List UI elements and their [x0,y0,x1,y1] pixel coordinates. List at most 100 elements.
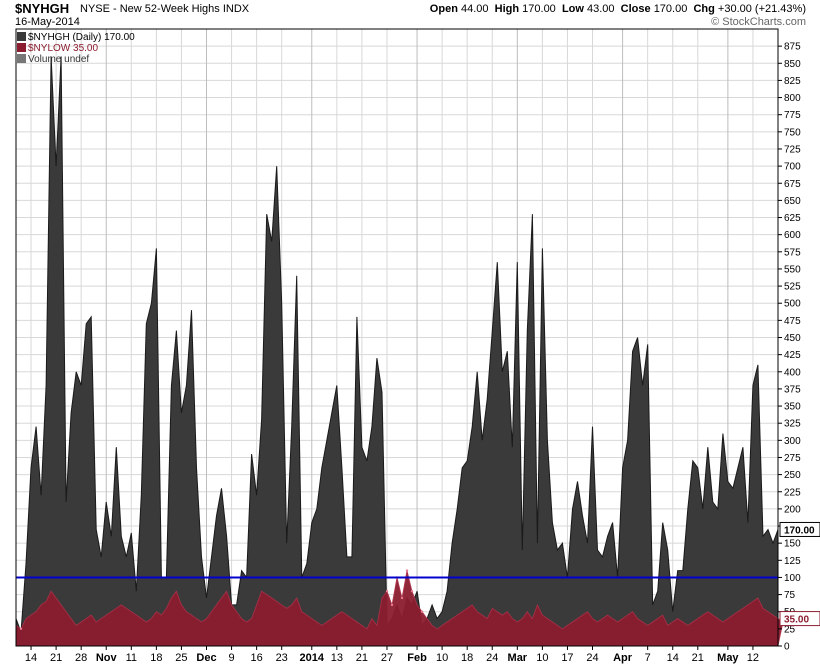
low-value: 43.00 [587,3,615,15]
y-tick-label: 350 [784,402,801,413]
y-tick-label: 300 [784,436,801,447]
nylow-above-point [410,589,414,593]
x-tick-label: 14 [25,652,37,664]
change-value: +30.00 (+21.43%) [717,3,806,15]
x-axis: 14 21 28 Nov 11 18 25 Dec 9 16 23 2014 13 21 27 Feb 10 18… [25,646,759,664]
y-tick-label: 850 [784,59,801,70]
x-tick-label: 16 [251,652,263,664]
chart-legend: $NYHGH (Daily) 170.00 $NYLOW 35.00 Volum… [17,32,135,65]
nylow-above-point [385,589,389,593]
last-low-tag [779,611,820,627]
y-tick-label: 100 [784,573,801,584]
y-axis: 0255075100125150175200225250275300325350… [778,42,820,653]
x-tick-label: Feb [407,652,427,664]
y-tick-label: 250 [784,470,801,481]
legend-swatch-low [17,43,26,52]
nylow-above-point [390,603,394,607]
y-tick-label: 425 [784,350,801,361]
y-tick-label: 750 [784,127,801,138]
legend-volume: Volume undef [28,54,89,65]
y-tick-label: 775 [784,110,801,121]
y-tick-label: 150 [784,539,801,550]
low-label: Low [561,3,584,15]
legend-swatch-volume [17,54,26,63]
y-tick-label: 475 [784,316,801,327]
y-tick-label: 500 [784,299,801,310]
y-tick-label: 575 [784,247,801,258]
stockcharts-credit: © StockCharts.com [711,16,806,28]
nylow-above-point [400,596,404,600]
last-value-tag [779,521,820,537]
close-value: 170.00 [653,3,688,15]
y-tick-label: 200 [784,504,801,515]
open-label: Open [429,3,458,15]
legend-swatch-main [17,32,26,41]
legend-low: $NYLOW 35.00 [28,43,98,54]
y-tick-label: 275 [784,453,801,464]
change-label: Chg [693,3,715,15]
x-tick-label: 17 [561,652,573,664]
y-tick-label: 550 [784,264,801,275]
y-tick-label: 625 [784,213,801,224]
x-tick-label: 10 [536,652,548,664]
x-tick-label: 21 [50,652,62,664]
x-tick-label: 12 [747,652,759,664]
x-tick-label: 13 [331,652,343,664]
y-tick-label: 825 [784,76,801,87]
y-tick-label: 450 [784,333,801,344]
header-row-2: 16-May-2014 © StockCharts.com [0,16,820,29]
x-tick-label: 2014 [300,652,325,664]
x-tick-label: 7 [645,652,651,664]
high-label: High [494,3,520,15]
legend-main: $NYHGH (Daily) 170.00 [28,32,135,43]
x-tick-label: 25 [175,652,187,664]
chart-date: 16-May-2014 [15,16,80,28]
nylow-above-point [19,627,23,631]
x-tick-label: 28 [75,652,87,664]
y-tick-label: 800 [784,93,801,104]
last-value-label: 170.00 [784,525,815,536]
chart-areas [15,56,784,647]
y-tick-label: 600 [784,230,801,241]
x-tick-label: Apr [613,652,633,664]
y-tick-label: 650 [784,196,801,207]
x-tick-label: 18 [461,652,473,664]
high-value: 170.00 [522,3,556,15]
x-tick-label: Nov [96,652,118,664]
x-tick-label: 21 [356,652,368,664]
x-tick-label: 23 [276,652,288,664]
y-tick-label: 700 [784,162,801,173]
x-tick-label: 9 [229,652,235,664]
header-row-1: $NYHGH NYSE - New 52-Week Highs INDX Ope… [0,2,820,16]
x-tick-label: May [717,652,739,664]
y-tick-label: 325 [784,419,801,430]
symbol-description: NYSE - New 52-Week Highs INDX [80,3,250,15]
x-tick-label: 27 [381,652,393,664]
y-tick-label: 875 [784,42,801,53]
series-area-nyhgh [15,56,779,647]
nylow-above-point [420,610,424,613]
y-tick-label: 525 [784,282,801,293]
x-tick-label: 24 [486,652,498,664]
y-tick-label: 225 [784,487,801,498]
x-tick-label: Dec [196,652,216,664]
x-tick-label: 24 [586,652,598,664]
x-tick-label: 18 [150,652,162,664]
y-tick-label: 725 [784,144,801,155]
x-tick-label: 14 [667,652,679,664]
y-tick-label: 0 [784,642,790,653]
y-tick-label: 375 [784,384,801,395]
y-tick-label: 75 [784,590,796,601]
last-low-label: 35.00 [784,615,809,626]
y-tick-label: 25 [784,624,796,635]
open-value: 44.00 [460,3,489,15]
x-tick-label: Mar [508,652,528,664]
ohlc-readout: Open 44.00 High 170.00 Low 43.00 Close 1… [430,3,806,16]
y-tick-label: 125 [784,556,801,567]
x-tick-label: 11 [126,652,137,664]
nylow-above-point [405,569,409,572]
x-tick-label: 10 [436,652,448,664]
x-tick-label: 21 [692,652,704,664]
y-tick-label: 400 [784,367,801,378]
